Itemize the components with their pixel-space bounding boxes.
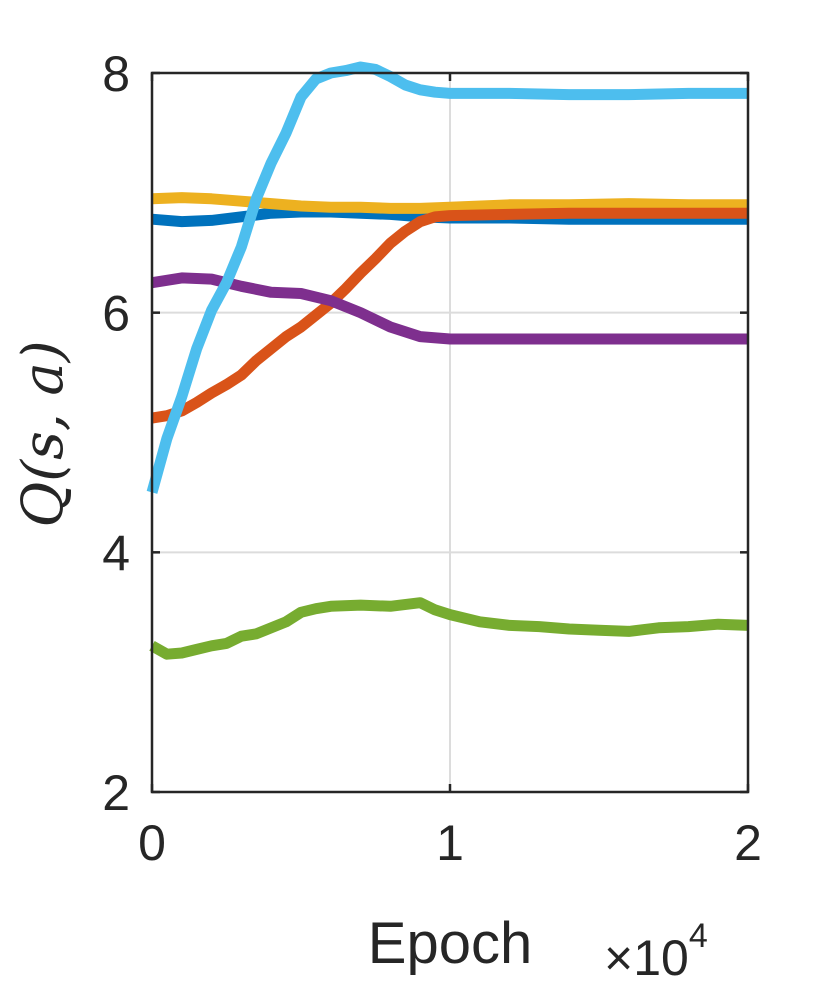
axis-ticks <box>150 71 750 794</box>
y-tick-label: 6 <box>102 286 130 342</box>
y-tick-label: 2 <box>102 765 130 821</box>
grid-lines <box>152 73 748 792</box>
x-axis-multiplier: ×104 <box>604 917 708 986</box>
series-line-2 <box>151 192 748 214</box>
x-axis-multiplier-base: ×10 <box>604 930 689 986</box>
x-tick-label: 1 <box>436 815 464 871</box>
series-lines <box>146 61 749 660</box>
x-tick-label: 2 <box>734 815 762 871</box>
y-tick-label: 4 <box>102 525 130 581</box>
series-line-6 <box>149 597 749 660</box>
series-line-3 <box>151 207 748 424</box>
y-tick-label: 8 <box>102 46 130 102</box>
x-axis-multiplier-exponent: 4 <box>689 917 708 955</box>
series-line-1 <box>151 206 748 228</box>
tick-labels: 0 1 2 2 4 6 8 <box>102 46 762 871</box>
y-axis-label: Q(s, a) <box>11 340 76 527</box>
x-axis-label: Epoch <box>368 911 532 976</box>
x-tick-label: 0 <box>138 815 166 871</box>
